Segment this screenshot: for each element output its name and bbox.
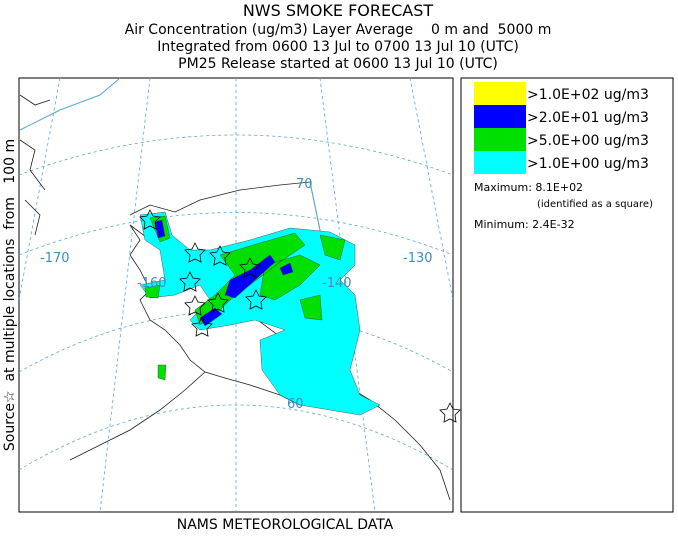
subtitle: Air Concentration (ug/m3) Layer Average … [125, 22, 552, 38]
map-grid-label: 60 [287, 397, 304, 412]
subtitle: PM25 Release started at 0600 13 Jul 10 (… [178, 56, 498, 72]
map-grid-label: -130 [403, 251, 433, 266]
minimum: Minimum: 2.4E-32 [474, 218, 575, 231]
legend-swatch [474, 128, 526, 151]
map-grid-label: -170 [40, 251, 70, 266]
maximum-note: (identified as a square) [537, 199, 653, 210]
smoke-plume [139, 211, 381, 416]
legend-swatch [474, 105, 526, 128]
legend-label: >5.0E+00 ug/m3 [527, 133, 649, 149]
legend-swatch [474, 82, 526, 105]
graticule [18, 77, 454, 513]
legend: >1.0E+02 ug/m3 >2.0E+01 ug/m3 >5.0E+00 ug/… [460, 77, 674, 513]
maximum: Maximum: 8.1E+02 [474, 181, 583, 194]
map-grid-label: -160 [137, 276, 167, 291]
title: NWS SMOKE FORECAST [243, 1, 434, 20]
legend-label: >2.0E+01 ug/m3 [527, 110, 649, 126]
subtitle: Integrated from 0600 13 Jul to 0700 13 J… [157, 39, 519, 55]
legend-label: >1.0E+00 ug/m3 [527, 156, 649, 172]
coastline [19, 94, 51, 236]
footer: NAMS METEOROLOGICAL DATA [177, 517, 394, 532]
map: -170 -160 70 -130 -140 60 [18, 77, 461, 513]
map-grid-label: -140 [322, 276, 352, 291]
side-label: Source☆ at multiple locations from 100 m [2, 139, 18, 451]
legend-swatch [474, 151, 526, 174]
source-markers [139, 209, 461, 423]
map-grid-label: 70 [296, 177, 313, 192]
legend-label: >1.0E+02 ug/m3 [527, 87, 649, 103]
